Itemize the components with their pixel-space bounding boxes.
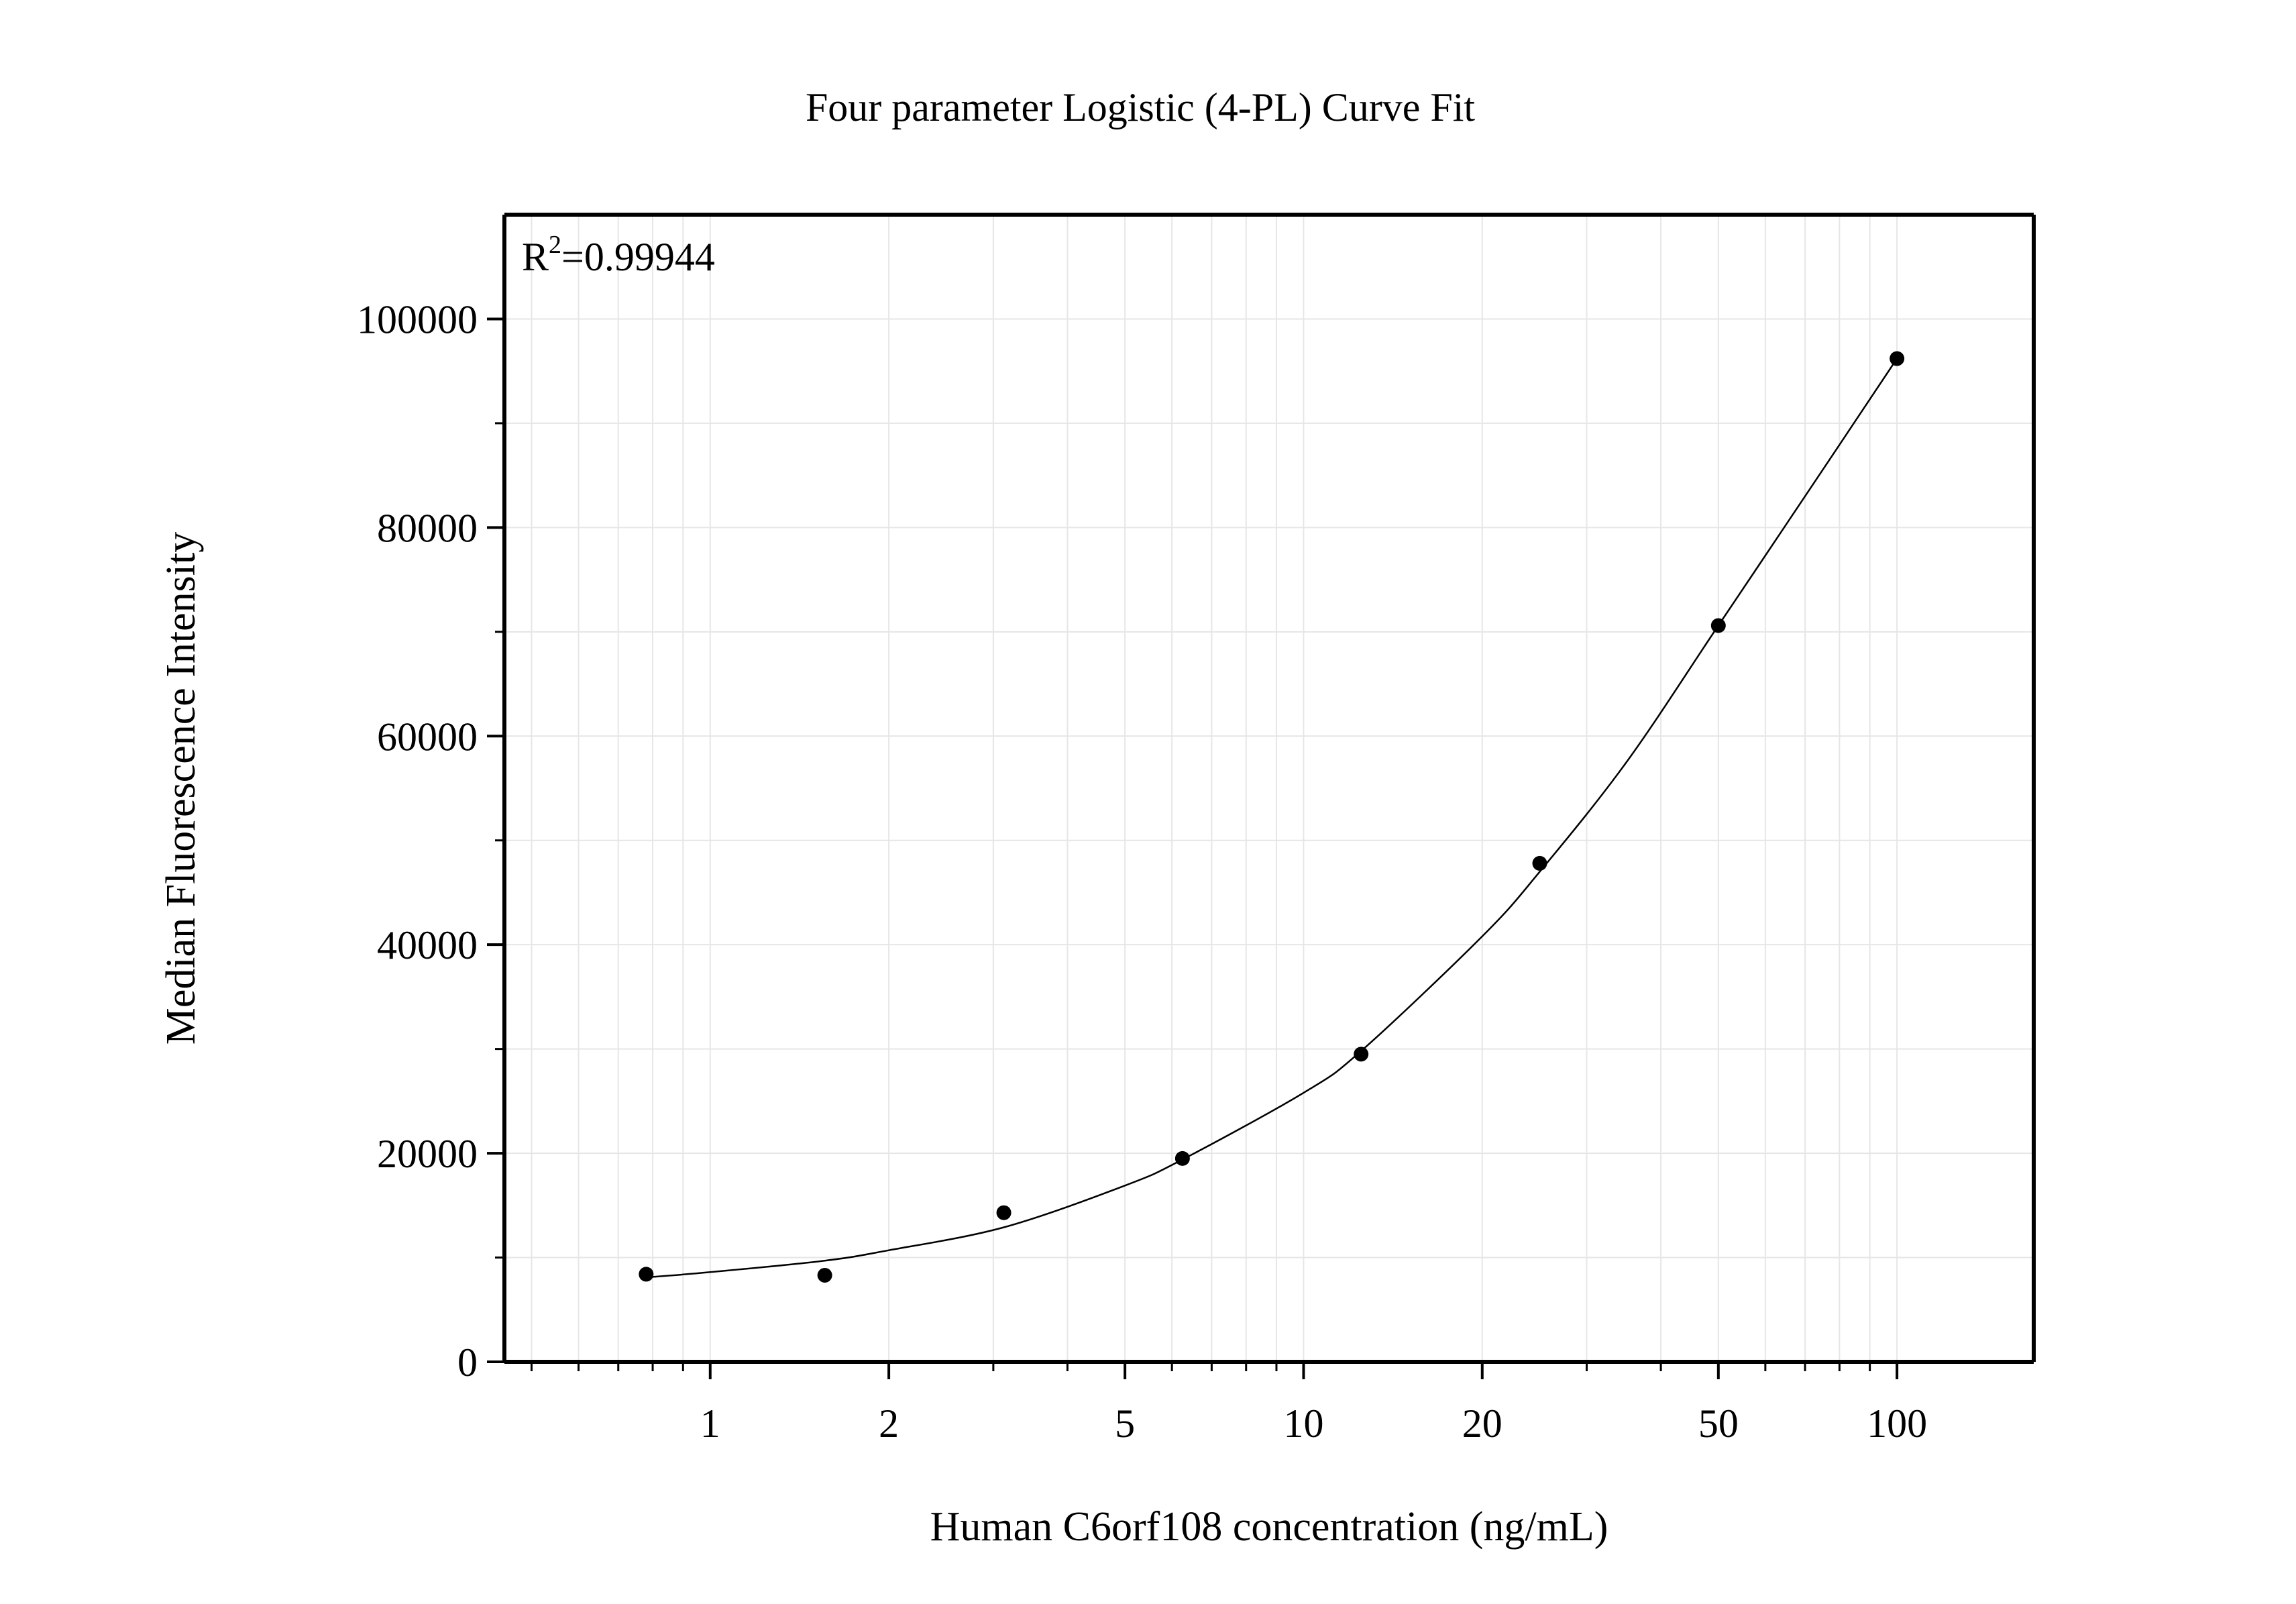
r-squared-annotation: R2=0.99944 xyxy=(522,231,715,279)
r-squared-value: =0.99944 xyxy=(561,235,715,279)
r-squared-exponent: 2 xyxy=(549,231,561,259)
x-tick-label: 5 xyxy=(1115,1401,1135,1446)
x-tick-label: 10 xyxy=(1283,1401,1323,1446)
data-point xyxy=(1354,1047,1369,1062)
y-tick-label: 80000 xyxy=(377,506,478,550)
data-point xyxy=(1890,351,1905,366)
x-tick-label: 100 xyxy=(1867,1401,1927,1446)
x-tick-label: 20 xyxy=(1462,1401,1502,1446)
x-tick-label: 2 xyxy=(879,1401,899,1446)
x-tick-label: 1 xyxy=(700,1401,720,1446)
r-squared-r: R xyxy=(522,235,549,279)
data-point xyxy=(817,1267,832,1283)
y-tick-label: 20000 xyxy=(377,1132,478,1176)
y-axis-label: Median Fluorescence Intensity xyxy=(158,532,204,1045)
y-tick-label: 100000 xyxy=(357,297,478,341)
data-point xyxy=(1532,855,1547,871)
axes xyxy=(502,213,2036,1364)
y-axis-ticks: 0 20000 40000 60000 80000 100000 xyxy=(357,297,504,1385)
y-tick-label: 60000 xyxy=(377,714,478,759)
grid xyxy=(504,215,2034,1362)
data-point xyxy=(639,1267,654,1282)
data-point xyxy=(1710,618,1726,633)
y-tick-label: 40000 xyxy=(377,923,478,967)
data-point xyxy=(996,1205,1012,1220)
data-point xyxy=(1174,1151,1190,1166)
x-axis-label: Human C6orf108 concentration (ng/mL) xyxy=(930,1504,1608,1550)
data-points-layer xyxy=(639,351,1905,1283)
x-tick-label: 50 xyxy=(1698,1401,1739,1446)
chart-title: Four parameter Logistic (4-PL) Curve Fit xyxy=(806,85,1475,129)
x-axis-ticks: 1 2 5 10 20 50 100 xyxy=(530,1362,1927,1446)
y-tick-label: 0 xyxy=(457,1340,478,1385)
